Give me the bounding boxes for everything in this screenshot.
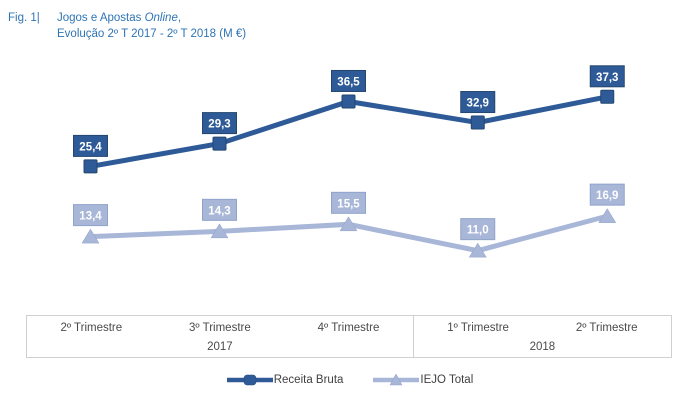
quarter-row-2017: 2º Trimestre 3º Trimestre 4º Trimestre [27,316,413,339]
svg-text:29,3: 29,3 [208,119,230,131]
svg-text:32,9: 32,9 [467,98,489,110]
year-label-2018: 2018 [529,340,556,353]
svg-text:15,5: 15,5 [337,198,360,210]
svg-text:36,5: 36,5 [337,76,360,88]
legend-item-iejo-total: IEJO Total [373,373,473,387]
svg-text:11,0: 11,0 [467,225,489,237]
svg-text:25,4: 25,4 [79,141,102,153]
x-axis-table: 2º Trimestre 3º Trimestre 4º Trimestre 2… [26,315,672,358]
year-label-2017: 2017 [207,340,233,353]
svg-text:13,4: 13,4 [79,211,102,223]
legend-label: IEJO Total [420,374,474,386]
x-axis-group-2017: 2º Trimestre 3º Trimestre 4º Trimestre 2… [27,316,413,357]
svg-text:14,3: 14,3 [208,205,230,217]
iejo-total-line-marker-icon [373,373,420,387]
title-prefix: Jogos e Apostas [57,12,145,24]
svg-text:37,3: 37,3 [596,72,618,84]
figure-title-line1: Jogos e Apostas Online, [57,10,246,26]
x-axis-label: 1º Trimestre [447,322,509,334]
figure-title: Jogos e Apostas Online, Evolução 2º T 20… [57,10,246,42]
x-axis-label: 4º Trimestre [317,322,380,334]
chart-legend: Receita Bruta IEJO Total [0,373,700,387]
figure-title-line2: Evolução 2º T 2017 - 2º T 2018 (M €) [57,28,247,40]
receita-bruta-line-marker-icon [226,373,273,387]
title-suffix: , [177,12,182,24]
line-chart-plot-area: 25,4 29,3 36,5 32,9 37,3 13,4 14,3 15,5 11,0 16,9 [73,65,625,258]
legend-label: Receita Bruta [273,374,344,386]
x-axis-label: 3º Trimestre [189,322,251,334]
x-axis-label: 2º Trimestre [60,322,123,334]
quarter-row-2018: 1º Trimestre 2º Trimestre [414,316,671,339]
title-online-word: Online [144,12,178,24]
x-axis-group-2018: 1º Trimestre 2º Trimestre 2018 [412,316,671,357]
figure-header: Fig. 1| Jogos e Apostas Online, Evolução… [8,10,246,42]
legend-item-receita-bruta: Receita Bruta [226,373,344,387]
x-axis-label: 2º Trimestre [575,322,638,334]
svg-text:16,9: 16,9 [596,190,618,202]
figure-number: Fig. 1| [8,12,40,24]
